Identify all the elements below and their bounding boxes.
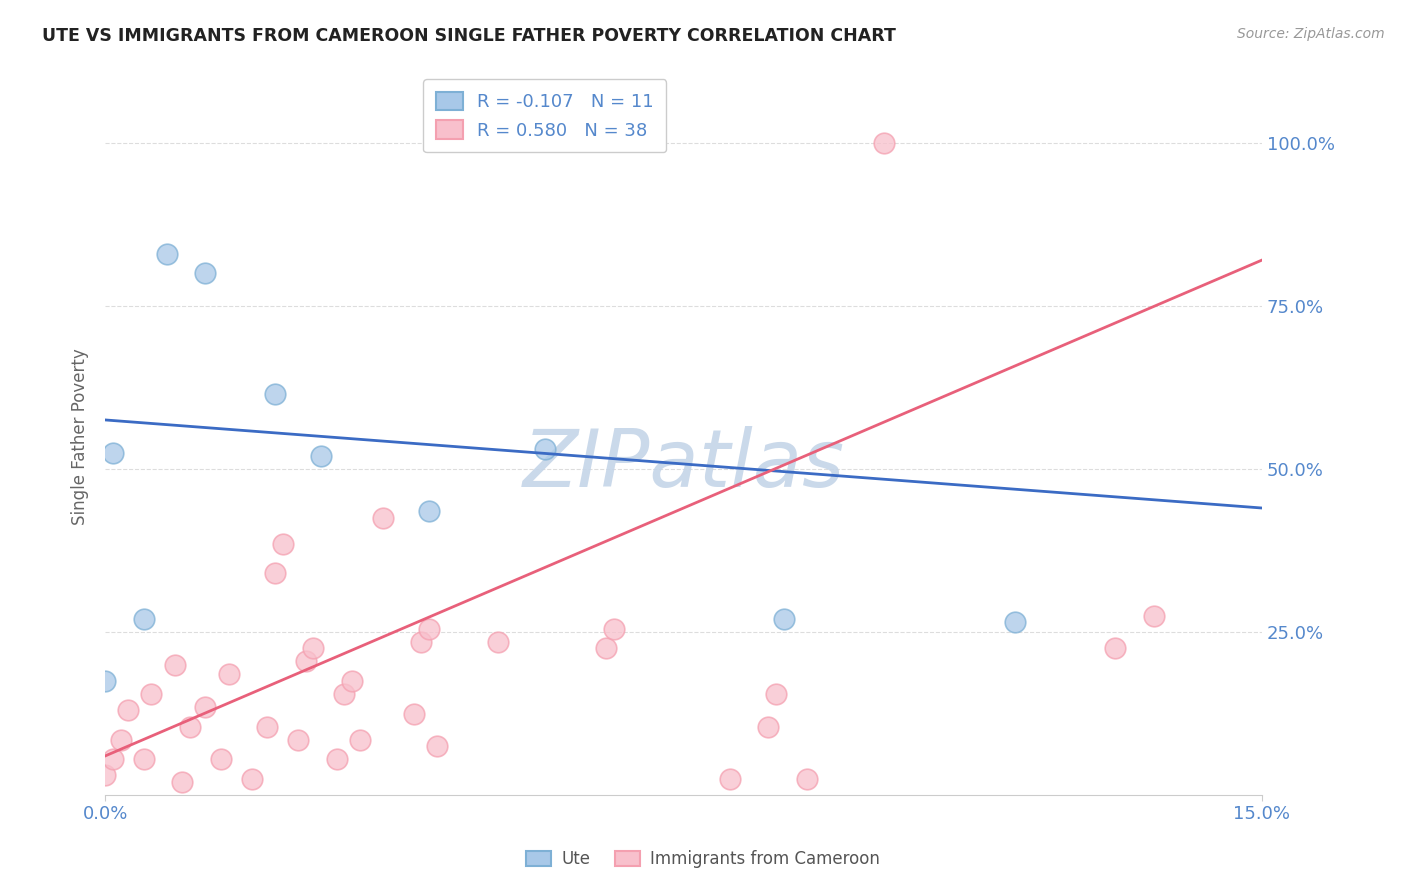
- Point: [333, 687, 356, 701]
- Point: [772, 612, 794, 626]
- Point: [402, 706, 425, 721]
- Point: [1004, 615, 1026, 630]
- Point: [325, 752, 347, 766]
- Point: [718, 772, 741, 786]
- Point: [411, 634, 433, 648]
- Point: [179, 720, 201, 734]
- Point: [263, 566, 285, 581]
- Point: [141, 687, 163, 701]
- Point: [418, 504, 440, 518]
- Point: [132, 612, 155, 626]
- Point: [533, 442, 555, 457]
- Point: [194, 700, 217, 714]
- Point: [418, 622, 440, 636]
- Y-axis label: Single Father Poverty: Single Father Poverty: [72, 348, 89, 524]
- Point: [101, 752, 124, 766]
- Point: [287, 732, 309, 747]
- Point: [796, 772, 818, 786]
- Point: [172, 775, 194, 789]
- Point: [371, 510, 394, 524]
- Point: [603, 622, 626, 636]
- Point: [765, 687, 787, 701]
- Text: Source: ZipAtlas.com: Source: ZipAtlas.com: [1237, 27, 1385, 41]
- Point: [294, 654, 316, 668]
- Point: [758, 720, 780, 734]
- Point: [873, 136, 896, 150]
- Point: [340, 673, 363, 688]
- Point: [132, 752, 155, 766]
- Point: [595, 641, 617, 656]
- Text: UTE VS IMMIGRANTS FROM CAMEROON SINGLE FATHER POVERTY CORRELATION CHART: UTE VS IMMIGRANTS FROM CAMEROON SINGLE F…: [42, 27, 896, 45]
- Point: [218, 667, 240, 681]
- Point: [94, 768, 117, 782]
- Point: [94, 673, 117, 688]
- Point: [263, 387, 285, 401]
- Point: [488, 634, 510, 648]
- Point: [194, 266, 217, 280]
- Point: [240, 772, 263, 786]
- Point: [1104, 641, 1126, 656]
- Point: [1143, 608, 1166, 623]
- Point: [163, 657, 186, 672]
- Point: [309, 449, 332, 463]
- Text: ZIPatlas: ZIPatlas: [523, 426, 845, 504]
- Point: [349, 732, 371, 747]
- Point: [101, 445, 124, 459]
- Point: [110, 732, 132, 747]
- Legend: Ute, Immigrants from Cameroon: Ute, Immigrants from Cameroon: [519, 844, 887, 875]
- Point: [271, 537, 294, 551]
- Legend: R = -0.107   N = 11, R = 0.580   N = 38: R = -0.107 N = 11, R = 0.580 N = 38: [423, 79, 666, 153]
- Point: [426, 739, 449, 753]
- Point: [117, 703, 139, 717]
- Point: [209, 752, 232, 766]
- Point: [256, 720, 278, 734]
- Point: [156, 246, 179, 260]
- Point: [302, 641, 325, 656]
